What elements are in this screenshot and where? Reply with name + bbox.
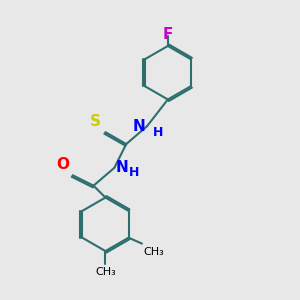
Text: O: O [57, 157, 70, 172]
Text: N: N [133, 119, 146, 134]
Text: CH₃: CH₃ [95, 267, 116, 278]
Text: F: F [163, 26, 173, 41]
Text: N: N [116, 160, 129, 175]
Text: H: H [152, 126, 163, 139]
Text: S: S [90, 114, 101, 129]
Text: CH₃: CH₃ [143, 247, 164, 256]
Text: H: H [129, 166, 140, 179]
